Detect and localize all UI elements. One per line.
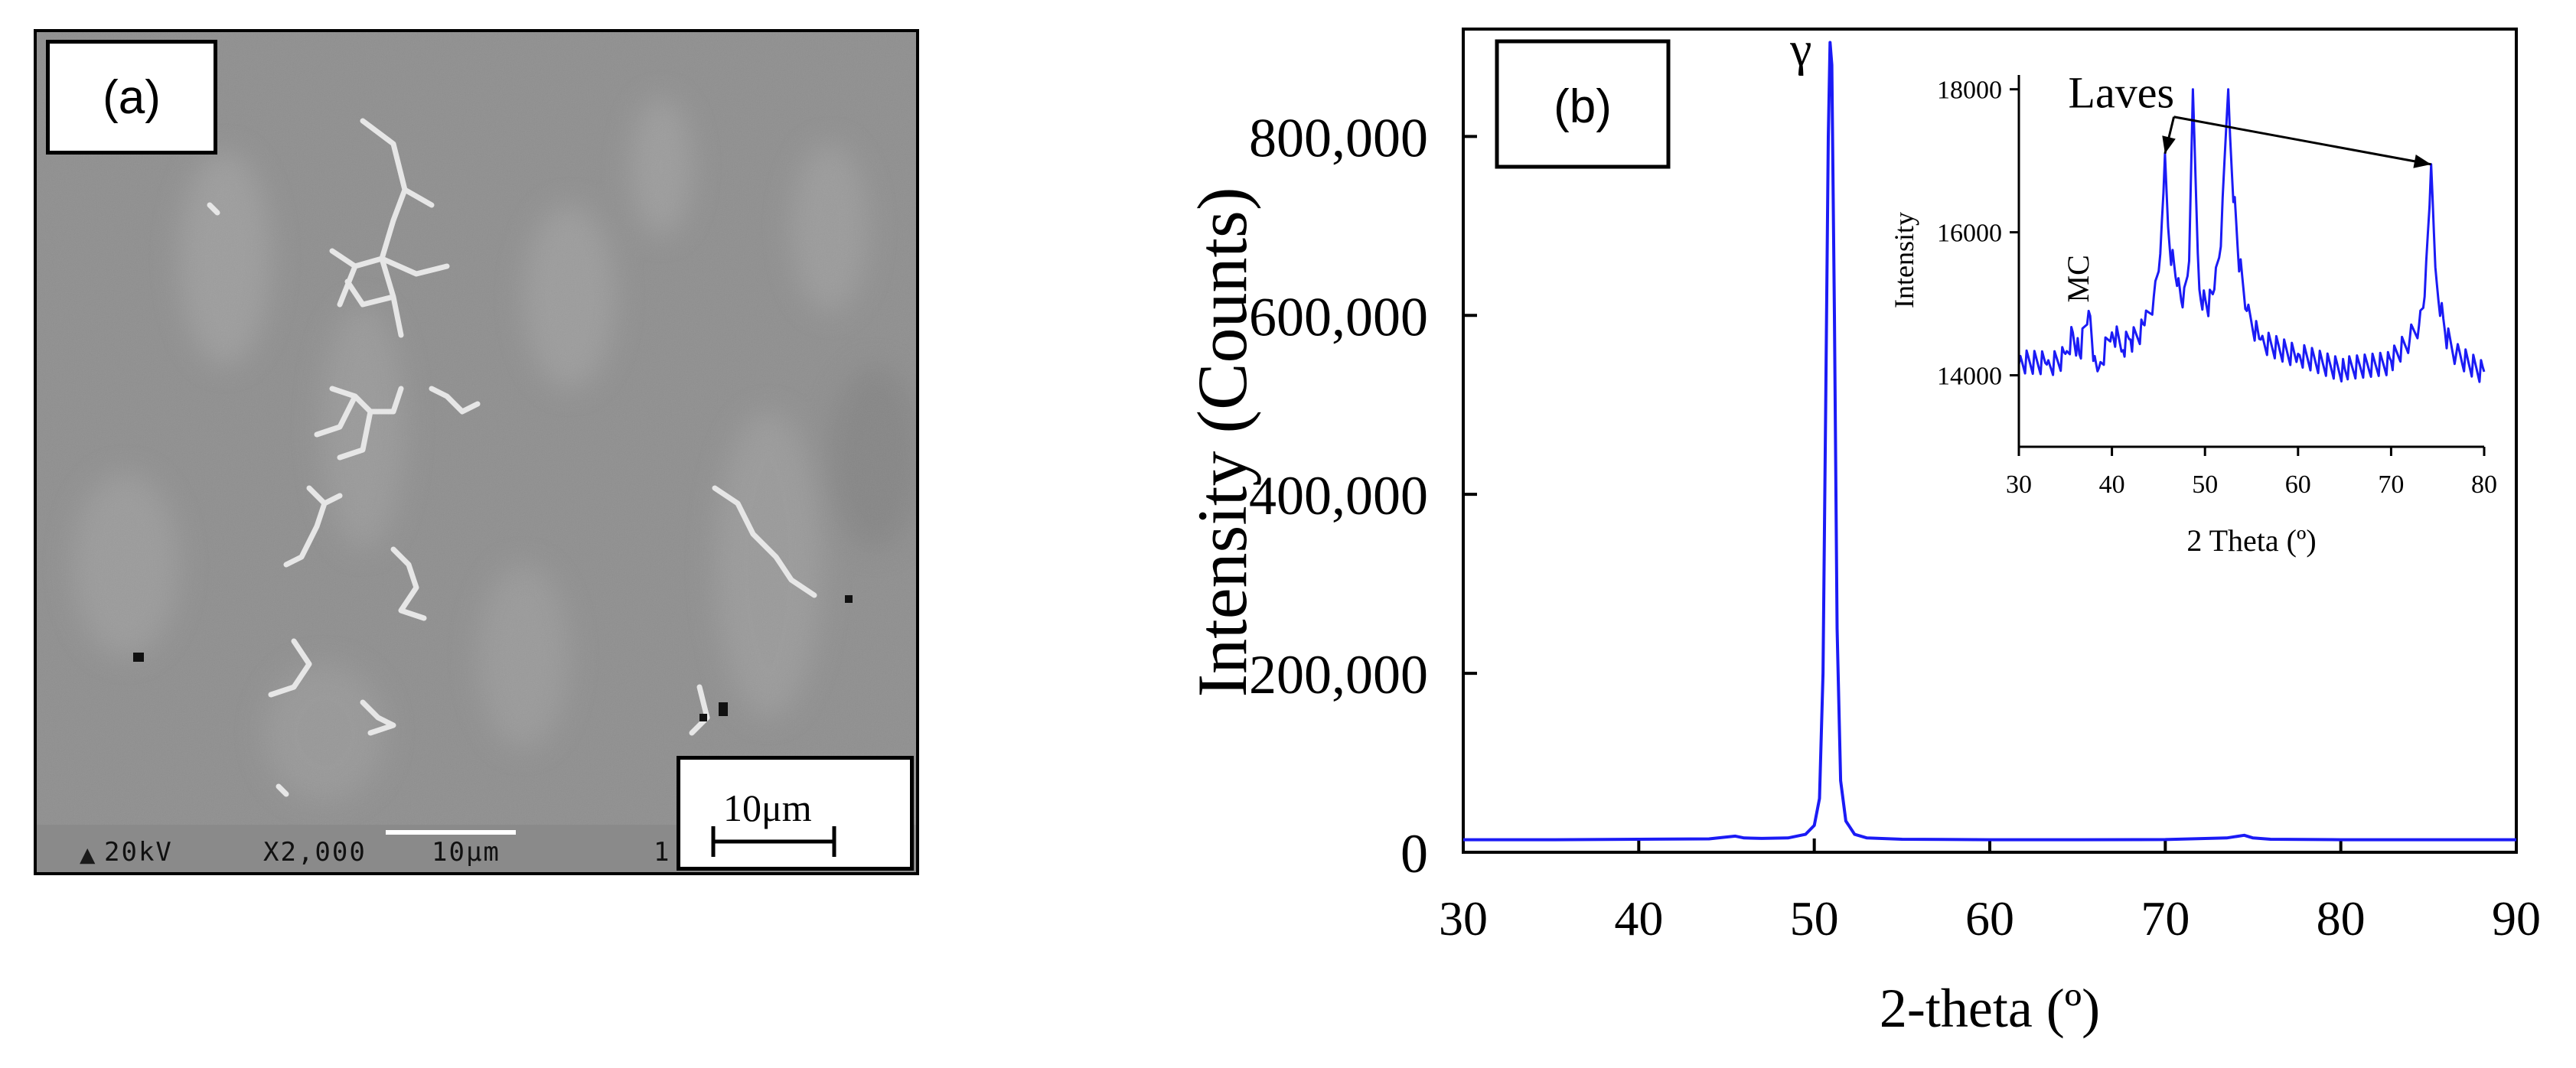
- gamma-peak-label: γ: [1789, 22, 1811, 77]
- main-series-line: [1463, 41, 2516, 842]
- inset-series-line: [2017, 88, 2486, 383]
- inset-xlabel: 2 Theta (º): [2186, 523, 2316, 558]
- inset-x-tick-label: 50: [2192, 471, 2218, 499]
- main-x-tick-label: 60: [1965, 891, 2014, 946]
- inset-x-tick-label: 40: [2099, 471, 2125, 499]
- main-x-ticks: 30 40 50 60 70 80 90: [1439, 838, 2541, 946]
- panel-a-label: (a): [103, 70, 161, 124]
- inset-x-tick-label: 60: [2285, 471, 2311, 499]
- inset-x-tick-label: 70: [2378, 471, 2404, 499]
- scale-bar-box: 10μm: [677, 756, 914, 871]
- sem-databar-scale-text: 10μm: [432, 837, 501, 868]
- panel-b-label: (b): [1554, 80, 1612, 133]
- main-x-tick-label: 90: [2492, 891, 2541, 946]
- laves-arrow-head-icon: [2413, 155, 2431, 168]
- laves-particles: [207, 118, 817, 797]
- scale-bar-icon: [711, 826, 836, 857]
- main-x-tick-label: 40: [1614, 891, 1663, 946]
- sem-databar-trailing-text: 1: [654, 837, 670, 868]
- sem-databar-voltage-icon: ▲: [80, 839, 96, 870]
- sem-voltage-text: 20kV: [104, 837, 173, 868]
- main-y-tick-label: 400,000: [1249, 465, 1428, 526]
- scale-bar-text: 10μm: [723, 786, 812, 829]
- inset-y-tick-label: 14000: [1937, 363, 2002, 391]
- main-ylabel: Intensity (Counts): [1183, 187, 1261, 698]
- inset-bg: [2019, 75, 2478, 439]
- inset-x-tick-label: 80: [2471, 471, 2497, 499]
- sem-magnification-text: X2,000: [263, 837, 367, 868]
- main-y-tick-label: 0: [1400, 823, 1428, 884]
- inset-y-tick-label: 16000: [1937, 220, 2002, 248]
- sem-noise: [34, 29, 919, 875]
- inset-ylabel: Intensity: [1889, 212, 1919, 308]
- panel-b-label-box: [1495, 39, 1671, 169]
- main-y-tick-label: 600,000: [1249, 286, 1428, 347]
- inset-annotations: Laves MC: [2061, 68, 2431, 302]
- main-y-tick-label: 200,000: [1249, 644, 1428, 705]
- pores: [133, 595, 853, 721]
- main-xlabel: 2-theta (º): [1880, 978, 2100, 1039]
- laves-arrow-line: [2173, 116, 2431, 166]
- main-x-tick-label: 70: [2141, 891, 2190, 946]
- inset-x-tick-label: 30: [2006, 471, 2032, 499]
- inset-y-ticks: 14000 16000 18000: [1937, 77, 2019, 391]
- main-series-group: [1463, 41, 2516, 842]
- laves-label: Laves: [2069, 68, 2175, 118]
- inset-y-tick-label: 18000: [1937, 77, 2002, 105]
- main-x-tick-label: 80: [2317, 891, 2366, 946]
- sem-panel: ▲ 20kV X2,000 10μm 1 (a) 10μm: [34, 29, 921, 875]
- panel-a-label-box: (a): [46, 40, 217, 155]
- mc-label: MC: [2061, 255, 2095, 302]
- main-y-tick-label: 800,000: [1249, 107, 1428, 168]
- main-x-tick-label: 50: [1790, 891, 1839, 946]
- inset-series-group: [2017, 88, 2486, 383]
- sem-micrograph-image: ▲: [34, 29, 921, 875]
- inset-x-ticks: 30 40 50 60 70 80: [2006, 447, 2497, 499]
- main-y-ticks: 0 200,000 400,000 600,000 800,000: [1249, 107, 1477, 884]
- laves-arrow-head-icon: [2162, 135, 2176, 154]
- main-x-tick-label: 30: [1439, 891, 1488, 946]
